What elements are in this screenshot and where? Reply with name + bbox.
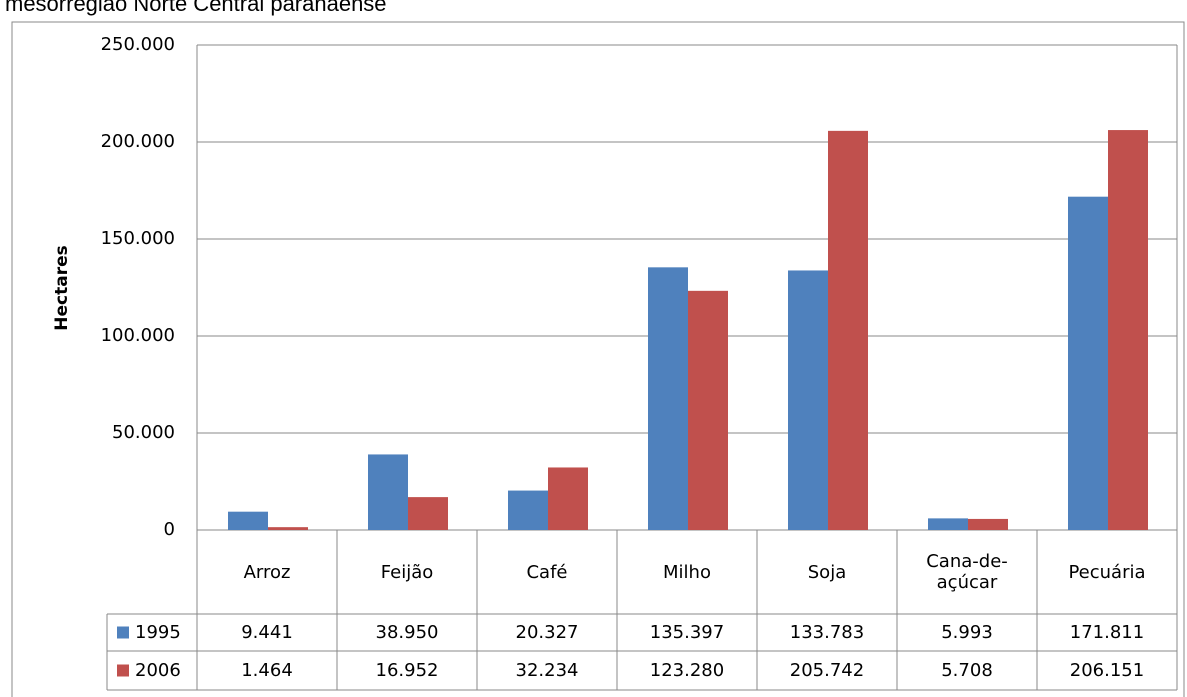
legend-label: 2006 [135, 660, 181, 681]
x-tick-label: Feijão [380, 561, 434, 583]
bar [508, 490, 548, 530]
x-tick-label: Pecuária [1068, 561, 1146, 583]
x-tick-label: Milho [663, 561, 711, 583]
bar [368, 454, 408, 530]
bar [688, 290, 728, 530]
chart-border [11, 21, 1185, 697]
legend-swatch [117, 626, 129, 639]
x-tick-label: Café [526, 561, 568, 583]
bar [968, 518, 1008, 530]
y-tick-label: 200.000 [101, 131, 175, 152]
y-tick-label: 50.000 [112, 422, 175, 443]
bar [268, 527, 308, 530]
data-table-value: 5.993 [941, 622, 993, 643]
y-axis-label: Hectares [52, 245, 72, 330]
data-table-value: 206.151 [1069, 660, 1145, 681]
y-tick-label: 150.000 [101, 228, 175, 249]
data-table-value: 32.234 [515, 660, 579, 681]
data-table-value: 133.783 [789, 622, 865, 643]
bar [648, 267, 688, 530]
data-table-value: 38.950 [375, 622, 439, 643]
y-tick-label: 250.000 [101, 34, 175, 55]
data-table-value: 16.952 [375, 660, 439, 681]
data-table-value: 171.811 [1069, 622, 1145, 643]
bar [548, 467, 588, 530]
x-tick-label: Soja [807, 561, 847, 583]
data-table-value: 5.708 [941, 660, 993, 681]
data-table-value: 1.464 [241, 660, 293, 681]
legend-swatch [117, 664, 129, 677]
bar [788, 270, 828, 530]
data-table-value: 20.327 [515, 622, 579, 643]
y-tick-label: 100.000 [101, 325, 175, 346]
bar [1068, 196, 1108, 531]
x-tick-label: Cana-de-açúcar [926, 551, 1008, 593]
y-tick-label: 0 [164, 519, 175, 540]
bar [1108, 130, 1148, 530]
data-table-value: 135.397 [649, 622, 725, 643]
x-tick-label: Arroz [243, 561, 291, 583]
data-table-value: 123.280 [649, 660, 725, 681]
bar [928, 518, 968, 530]
legend-label: 1995 [135, 622, 181, 643]
data-table-value: 205.742 [789, 660, 865, 681]
bar [828, 130, 868, 530]
chart-title: mesorregião Norte Central paranaense [5, 0, 387, 16]
bar [408, 497, 448, 530]
bar [228, 511, 268, 530]
data-table-value: 9.441 [241, 622, 293, 643]
